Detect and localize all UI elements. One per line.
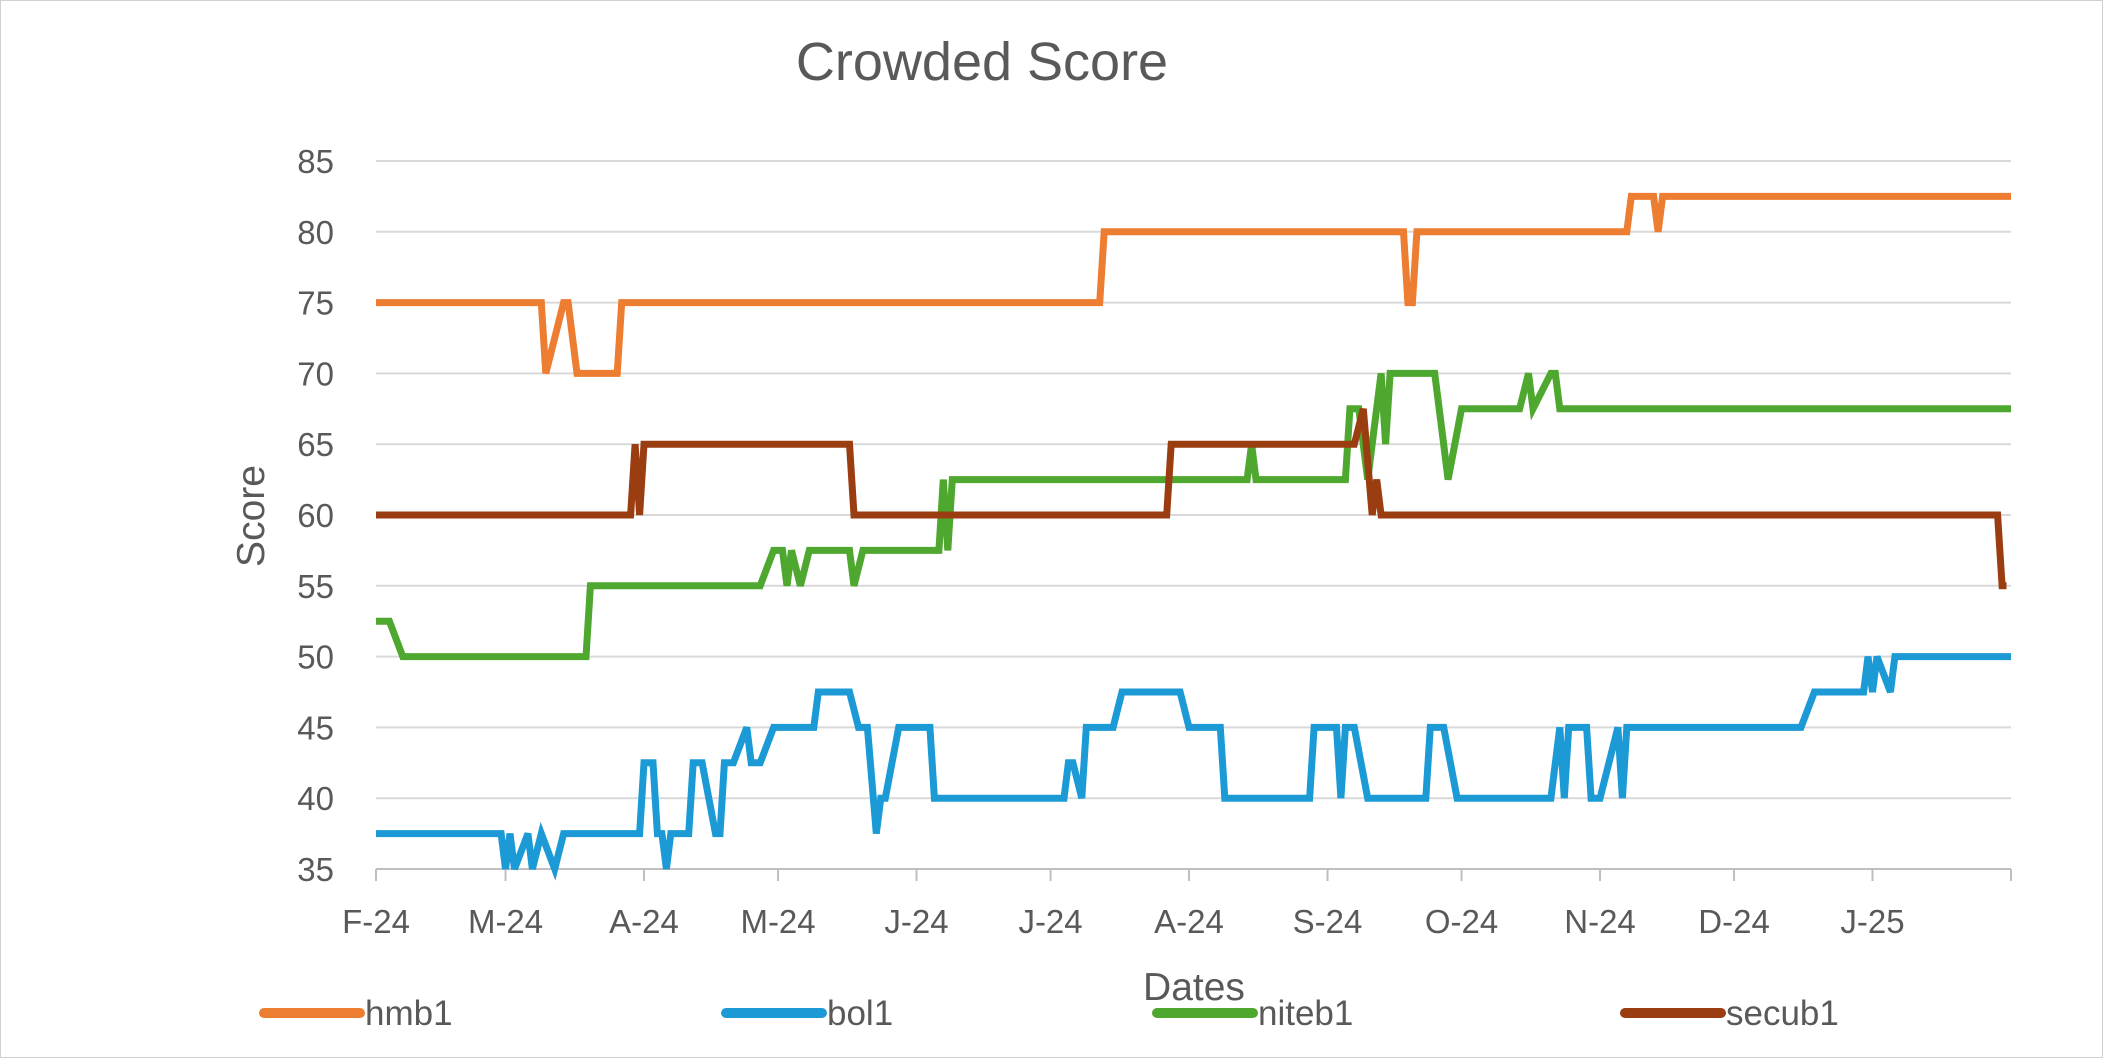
x-axis-ticks: F-24 M-24 A-24 M-24 J-24 J-24 A-24 S-24 O-24 N-24… [342,869,2012,940]
x-tick-label: M-24 [740,903,815,940]
x-tick-label: F-24 [342,903,410,940]
y-tick-label: 45 [297,709,334,746]
x-tick-label: O-24 [1425,903,1498,940]
y-tick-label: 70 [297,355,334,392]
y-tick-label: 85 [297,143,334,180]
series-line-bol1 [376,653,2011,881]
legend-label-niteb1: niteb1 [1258,994,1353,1033]
y-axis-title: Score [230,465,273,567]
x-tick-label: M-24 [468,903,543,940]
y-tick-label: 55 [297,568,334,605]
x-tick-label: D-24 [1698,903,1770,940]
legend-label-hmb1: hmb1 [365,994,453,1033]
y-tick-label: 40 [297,780,334,817]
chart-title: Crowded Score [796,32,1168,92]
y-tick-label: 75 [297,285,334,322]
y-tick-label: 35 [297,851,334,888]
x-tick-label: J-24 [1018,903,1082,940]
legend-label-bol1: bol1 [827,994,893,1033]
legend-label-secub1: secub1 [1726,994,1839,1033]
x-tick-label: J-24 [884,903,948,940]
y-axis-ticks: 35 40 45 50 55 60 65 70 75 80 85 [297,143,334,888]
x-axis-title: Dates [1143,966,1245,1009]
series-line-secub1 [376,407,2007,590]
y-tick-label: 65 [297,426,334,463]
series-line-hmb1 [376,192,2011,377]
x-tick-label: J-25 [1840,903,1904,940]
series-layer [376,192,2011,881]
legend: hmb1 bol1 niteb1 secub1 [259,994,1839,1033]
y-tick-label: 50 [297,639,334,676]
x-tick-label: S-24 [1293,903,1363,940]
x-tick-label: A-24 [1154,903,1224,940]
x-tick-label: A-24 [609,903,679,940]
series-line-niteb1 [376,369,2011,661]
y-tick-label: 60 [297,497,334,534]
y-tick-label: 80 [297,214,334,251]
x-tick-label: N-24 [1564,903,1636,940]
